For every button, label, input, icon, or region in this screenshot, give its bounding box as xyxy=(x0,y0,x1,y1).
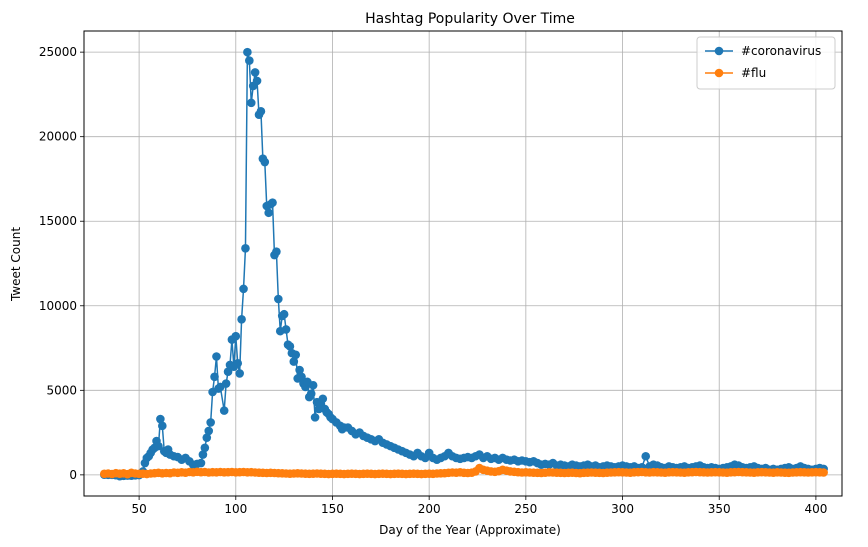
x-tick-label: 400 xyxy=(804,502,827,516)
data-point xyxy=(210,372,219,382)
y-tick-label: 20000 xyxy=(39,130,77,144)
data-point xyxy=(158,421,167,431)
data-point xyxy=(231,331,241,341)
data-point xyxy=(308,380,318,390)
data-point xyxy=(297,372,306,382)
legend-entry: #flu xyxy=(705,66,766,80)
x-tick-label: 350 xyxy=(708,502,731,516)
data-point xyxy=(310,413,320,422)
x-axis-label: Day of the Year (Approximate) xyxy=(379,523,561,537)
y-tick-label: 15000 xyxy=(39,214,77,228)
data-point xyxy=(306,389,316,399)
legend-label: #coronavirus xyxy=(741,44,821,58)
data-point xyxy=(279,309,289,319)
data-point xyxy=(219,406,229,415)
x-tick-label: 300 xyxy=(611,502,634,516)
data-point xyxy=(198,450,208,459)
data-point xyxy=(212,352,221,361)
data-point xyxy=(250,68,260,77)
chart-title: Hashtag Popularity Over Time xyxy=(365,11,575,27)
x-tick-label: 250 xyxy=(514,502,537,516)
data-point xyxy=(235,369,244,378)
data-point xyxy=(204,426,214,436)
data-point xyxy=(245,56,254,65)
data-point xyxy=(272,247,281,256)
legend-marker xyxy=(714,68,724,78)
data-point xyxy=(260,157,270,167)
data-point xyxy=(241,243,250,253)
data-point xyxy=(237,315,246,324)
legend-marker xyxy=(714,46,724,56)
y-tick-label: 10000 xyxy=(39,299,77,313)
plot-area-frame xyxy=(83,30,843,497)
data-point xyxy=(264,208,273,218)
legend-entry: #coronavirus xyxy=(705,44,821,58)
legend-label: #flu xyxy=(741,66,766,80)
y-axis-label: Tweet Count xyxy=(9,227,23,302)
data-point xyxy=(289,357,299,366)
legend-box xyxy=(696,36,836,90)
data-point xyxy=(274,294,283,304)
x-tick-label: 200 xyxy=(418,502,441,516)
data-point xyxy=(196,458,206,468)
data-point xyxy=(318,394,328,404)
data-point xyxy=(221,379,231,388)
data-point xyxy=(819,468,828,477)
data-point xyxy=(206,418,215,427)
data-point xyxy=(246,98,256,108)
x-tick-label: 50 xyxy=(131,502,146,516)
data-point xyxy=(202,433,212,442)
data-point xyxy=(239,284,248,294)
data-point xyxy=(243,47,252,57)
x-tick-label: 150 xyxy=(321,502,344,516)
legend: #coronavirus #flu xyxy=(696,36,836,90)
data-point xyxy=(156,414,165,424)
y-axis-ticks: 0 5000 10000 15000 20000 25000 xyxy=(39,45,84,482)
y-tick-label: 25000 xyxy=(39,45,77,59)
data-point xyxy=(268,198,277,207)
series-layer xyxy=(100,47,828,481)
data-point xyxy=(252,76,262,86)
x-axis-ticks: 50 100 150 200 250 300 350 400 xyxy=(131,496,827,516)
data-point xyxy=(641,451,651,461)
data-point xyxy=(154,441,163,451)
x-tick-label: 100 xyxy=(224,502,247,516)
data-point xyxy=(223,367,233,377)
data-point xyxy=(285,342,295,351)
y-tick-label: 0 xyxy=(69,468,77,482)
data-point xyxy=(291,350,301,360)
data-point xyxy=(200,443,210,453)
data-point xyxy=(281,325,291,334)
data-point xyxy=(256,107,266,116)
y-tick-label: 5000 xyxy=(46,383,77,397)
data-point xyxy=(295,365,304,375)
series-1 xyxy=(100,463,828,479)
data-point xyxy=(233,358,243,368)
